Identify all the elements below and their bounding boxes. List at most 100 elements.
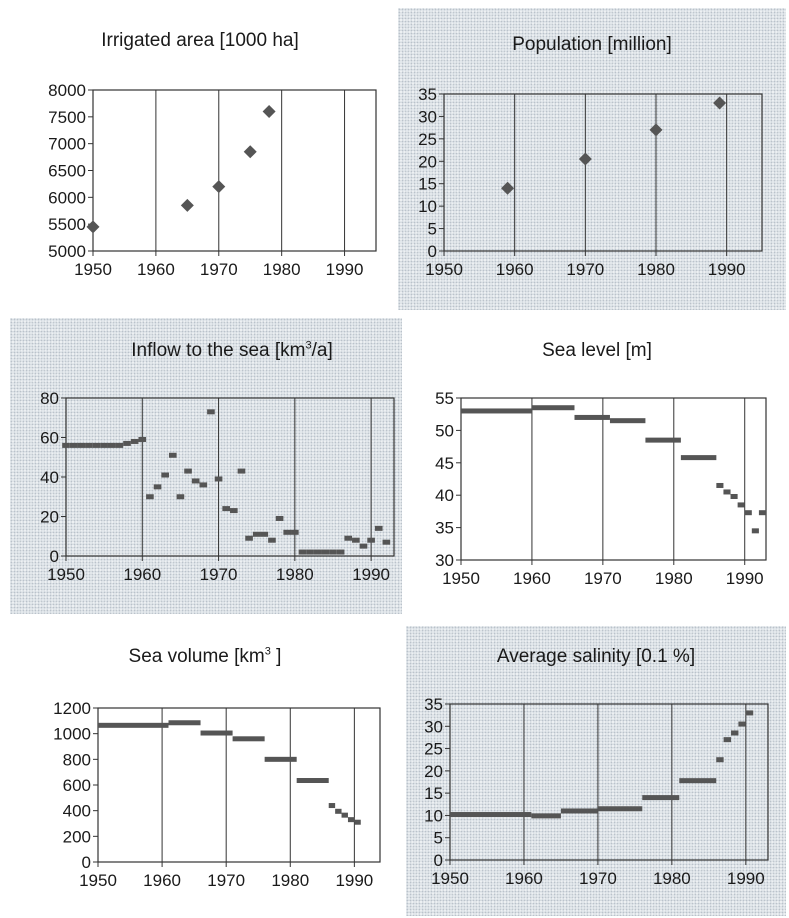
- y-tick-label: 80: [40, 389, 59, 408]
- plot-area: [65, 397, 395, 557]
- data-segment: [716, 757, 724, 763]
- chart-title-text: Inflow to the sea [km3/a]: [131, 340, 333, 362]
- y-tick-label: 8000: [48, 81, 86, 100]
- data-point: [260, 531, 269, 537]
- plot-area: [97, 707, 381, 863]
- data-point: [359, 543, 368, 549]
- data-segment: [680, 455, 717, 461]
- data-segment: [723, 737, 732, 743]
- plot-area: [460, 397, 767, 561]
- data-segment: [751, 528, 759, 534]
- data-point: [191, 478, 200, 484]
- x-tick-label: 1980: [276, 565, 314, 584]
- data-point: [374, 525, 383, 531]
- data-point: [130, 438, 139, 444]
- data-segment: [531, 405, 575, 411]
- data-point: [578, 152, 592, 166]
- data-segment: [232, 736, 265, 742]
- data-point: [115, 442, 124, 448]
- x-tick-label: 1970: [200, 260, 238, 279]
- chart-irrigated-area: Irrigated area [1000 ha] 1950 1960 1970 198…: [20, 20, 380, 300]
- x-tick-label: 1960: [137, 260, 175, 279]
- y-tick-label: 20: [418, 152, 437, 171]
- data-segment: [354, 819, 361, 825]
- y-tick-label: 10: [424, 806, 443, 825]
- y-tick-label: 800: [63, 750, 91, 769]
- x-tick-label: 1990: [326, 260, 364, 279]
- y-tick-label: 15: [418, 175, 437, 194]
- x-tick-label: 1970: [579, 869, 617, 888]
- x-tick-label: 1970: [200, 565, 238, 584]
- data-point: [243, 145, 257, 159]
- x-tick-label: 1970: [584, 569, 622, 588]
- y-tick-label: 10: [418, 197, 437, 216]
- y-tick-label: 6500: [48, 162, 86, 181]
- data-segment: [716, 482, 724, 488]
- data-segment: [723, 489, 731, 495]
- data-point: [92, 442, 101, 448]
- y-tick-label: 600: [63, 776, 91, 795]
- data-point: [283, 529, 292, 535]
- data-segment: [450, 812, 532, 818]
- chart-title: Average salinity [0.1 %]: [496, 646, 696, 667]
- x-tick-label: 1950: [47, 565, 85, 584]
- x-tick-label: 1990: [335, 871, 373, 890]
- x-tick-label: 1960: [123, 565, 161, 584]
- x-tick-label: 1950: [431, 869, 469, 888]
- data-point: [237, 468, 246, 474]
- data-point: [382, 539, 391, 545]
- y-tick-label: 40: [435, 486, 454, 505]
- data-segment: [758, 510, 766, 516]
- chart-svg: 1950 1960 1970 1980 1990 0 20 40 60 80: [40, 389, 395, 584]
- data-point: [138, 436, 147, 442]
- y-tick-label: 25: [418, 130, 437, 149]
- data-point: [176, 494, 185, 500]
- x-tick-label: 1970: [566, 260, 604, 279]
- data-point: [107, 442, 116, 448]
- y-tick-label: 7000: [48, 135, 86, 154]
- data-segment: [335, 808, 342, 814]
- y-tick-label: 5500: [48, 215, 86, 234]
- data-point: [207, 409, 215, 415]
- y-tick-label: 0: [50, 547, 59, 566]
- data-segment: [328, 803, 336, 809]
- data-segment: [574, 414, 610, 420]
- chart-svg: 1950 1960 1970 1980 1990 0 200 400 600 800 1000 120…: [53, 699, 381, 890]
- data-point: [180, 198, 194, 212]
- data-point: [306, 549, 314, 555]
- x-tick-label: 1950: [442, 569, 480, 588]
- y-tick-label: 40: [40, 468, 59, 487]
- x-tick-label: 1980: [263, 260, 301, 279]
- plot-area: [92, 89, 377, 252]
- data-segment: [609, 418, 646, 424]
- data-point: [329, 549, 337, 555]
- y-tick-label: 15: [424, 784, 443, 803]
- data-point: [313, 549, 322, 555]
- plot-area: [443, 93, 763, 252]
- chart-salinity: Average salinity [0.1 %] 1950 1960 1970 198…: [406, 626, 786, 916]
- chart-title: Sea volume [km3 ]: [20, 646, 390, 668]
- chart-svg: 1950 1960 1970 1980 1990 5000 5500 6000 6500 7000…: [48, 81, 377, 279]
- y-tick-label: 0: [82, 853, 91, 872]
- plot-area: [449, 703, 769, 861]
- x-tick-label: 1980: [655, 569, 693, 588]
- chart-svg: 1950 1960 1970 1980 1990 30 35 40 45 50 55: [435, 389, 767, 588]
- y-tick-label: 7500: [48, 108, 86, 127]
- data-segment: [264, 756, 297, 762]
- data-point: [85, 442, 93, 448]
- data-point: [275, 515, 284, 521]
- chart-inflow: Inflow to the sea [km3/a] 1950 1960 1970 19…: [10, 318, 402, 614]
- data-point: [199, 482, 208, 488]
- y-tick-label: 0: [428, 242, 437, 261]
- chart-population: Population [million] 1950 1960 1970 1980 199…: [398, 8, 786, 310]
- data-segment: [642, 795, 680, 801]
- data-point: [344, 535, 353, 541]
- x-tick-label: 1970: [207, 871, 245, 890]
- y-tick-label: 35: [435, 519, 454, 538]
- y-tick-label: 30: [424, 717, 443, 736]
- y-tick-label: 30: [418, 107, 437, 126]
- data-point: [501, 181, 515, 195]
- y-tick-label: 30: [435, 551, 454, 570]
- y-tick-label: 25: [424, 740, 443, 759]
- y-tick-label: 1200: [53, 699, 91, 718]
